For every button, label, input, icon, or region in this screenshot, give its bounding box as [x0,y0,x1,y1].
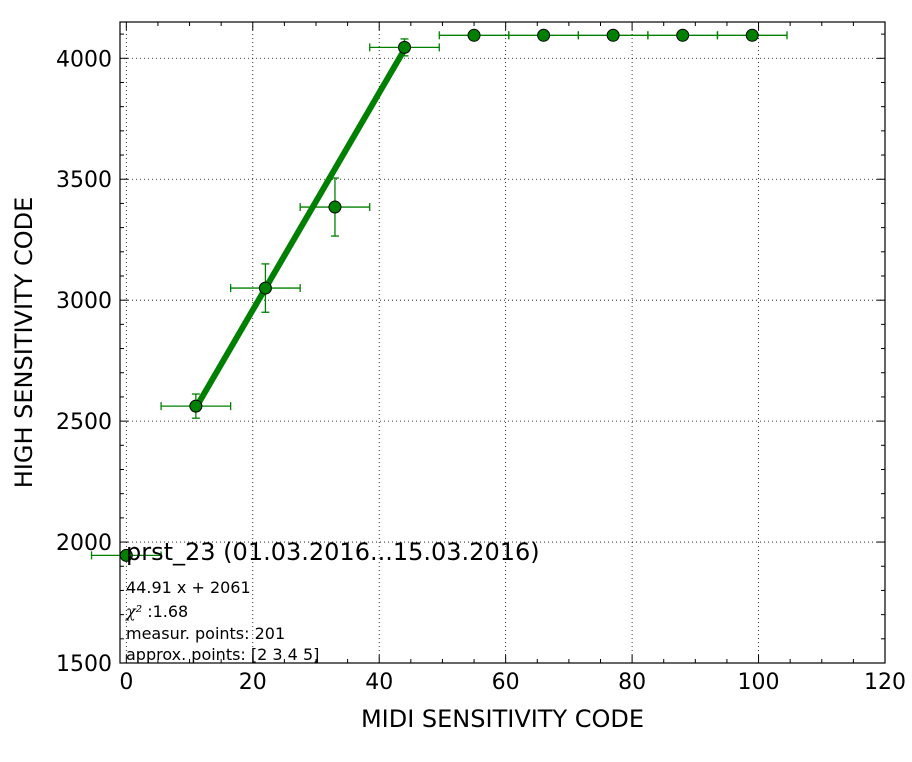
y-tick-label: 4000 [56,47,112,72]
y-tick-label: 2500 [56,410,112,435]
data-point [606,28,620,42]
y-tick-label: 1500 [56,652,112,677]
error-bars [90,31,788,560]
data-point [467,28,481,42]
data-point [258,281,272,295]
data-point [537,28,551,42]
x-tick-label: 120 [864,670,906,695]
annotation-chi-squared: χ² :1.68 [125,602,188,621]
plot-frame [119,21,886,664]
fit-annotation: prst_23 (01.03.2016...15.03.2016) 44.91 … [125,538,540,664]
y-tick-label: 2000 [56,531,112,556]
chi-squared-value: :1.68 [142,602,188,621]
data-point [398,40,412,54]
x-tick-label: 20 [239,670,267,695]
x-tick-label: 60 [492,670,520,695]
tick-labels: 0 20 40 60 80 100 120 1500 2000 2500 3000 3500 4000 [56,47,906,695]
chi-squared-symbol: χ² [125,602,142,621]
x-tick-label: 0 [119,670,133,695]
data-point [328,200,342,214]
y-tick-label: 3500 [56,168,112,193]
fit-line [193,47,408,410]
data-point [676,28,690,42]
x-tick-label: 100 [738,670,780,695]
fit-line-layer [193,47,408,410]
data-points [119,28,759,562]
annotation-measur-points: measur. points: 201 [126,624,285,643]
data-point [745,28,759,42]
annotation-equation: 44.91 x + 2061 [126,578,251,597]
data-point [189,399,203,413]
y-axis-label: HIGH SENSITIVITY CODE [10,197,38,489]
x-tick-label: 40 [365,670,393,695]
ticks [120,22,886,664]
x-axis-label: MIDI SENSITIVITY CODE [361,705,644,733]
annotation-approx-points: approx. points: [2 3 4 5] [126,645,319,664]
x-tick-label: 80 [618,670,646,695]
annotation-title: prst_23 (01.03.2016...15.03.2016) [126,538,540,566]
y-tick-label: 3000 [56,289,112,314]
grid [120,22,885,663]
